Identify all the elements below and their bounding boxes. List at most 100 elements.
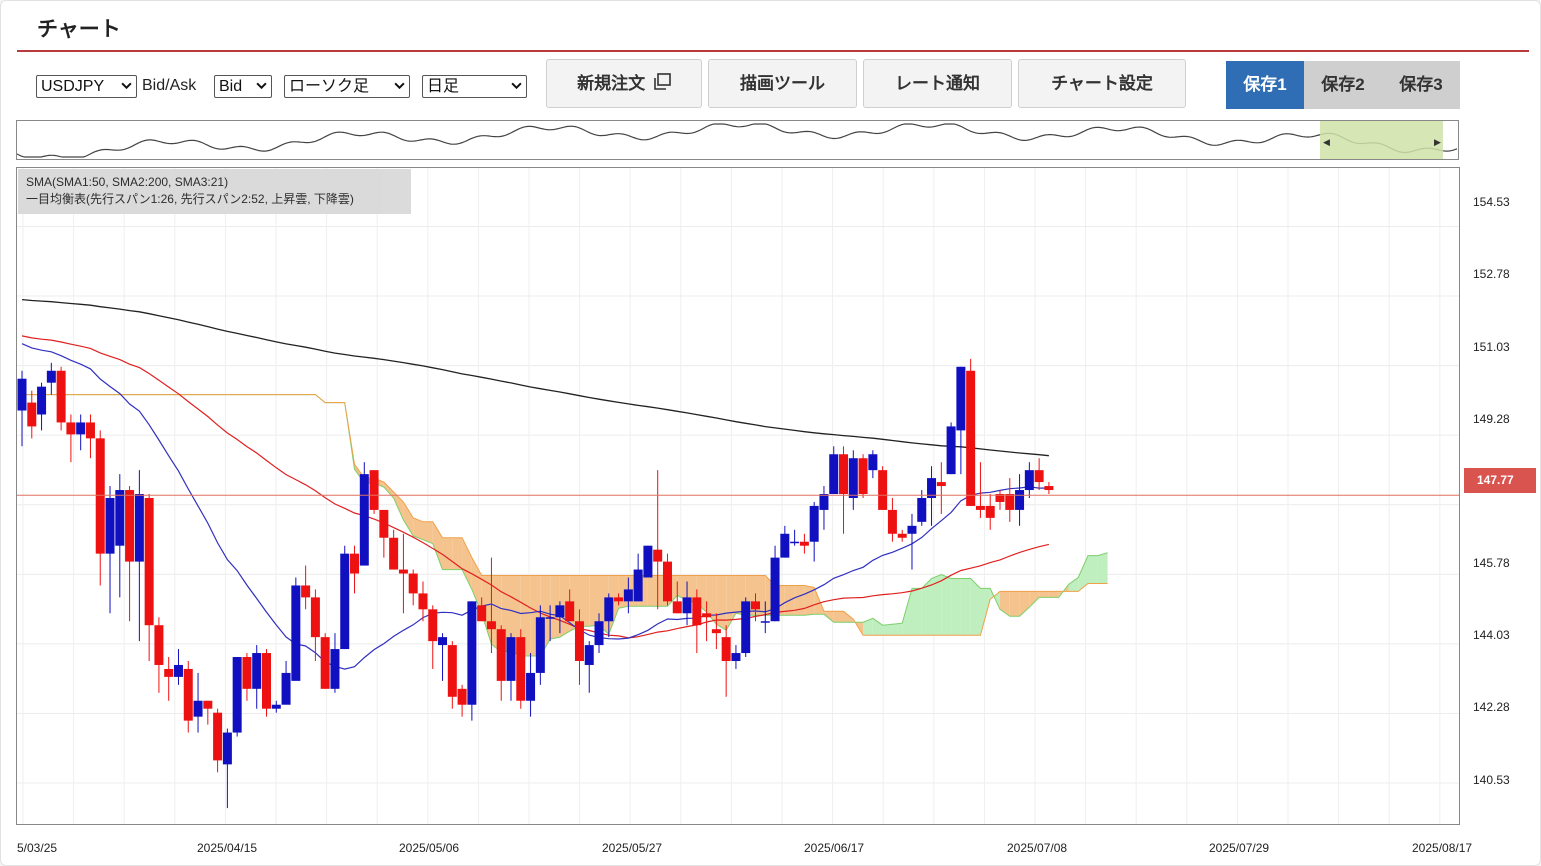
save-tab-3[interactable]: 保存3	[1382, 61, 1460, 109]
candle-body	[320, 637, 330, 689]
candle-body	[741, 601, 751, 654]
candle-body	[721, 637, 731, 661]
bid-ask-select[interactable]: Bid	[214, 75, 272, 98]
ichimoku-cloud	[872, 618, 883, 636]
y-tick-label: 142.28	[1473, 700, 1510, 714]
candle-body	[242, 657, 252, 689]
candle-body	[37, 386, 47, 415]
candle-body	[262, 653, 271, 709]
navigator-window[interactable]	[1320, 121, 1443, 159]
candle-body	[222, 732, 232, 765]
new-order-label: 新規注文	[577, 74, 646, 93]
candle-body	[203, 700, 213, 709]
candle-body	[398, 569, 408, 574]
chevron-down-icon	[511, 82, 522, 90]
candle-body	[829, 454, 839, 495]
candle-body	[252, 653, 262, 689]
candle-body	[653, 549, 663, 562]
candle-body	[809, 505, 819, 542]
ichimoku-cloud	[1048, 591, 1059, 598]
drawing-tools-button[interactable]: 描画ツール	[708, 59, 857, 108]
x-tick-label: 2025/07/08	[1007, 841, 1068, 855]
x-tick-label: 5/03/25	[17, 841, 58, 855]
ichimoku-cloud	[794, 585, 805, 616]
new-order-button[interactable]: 新規注文	[546, 59, 702, 108]
timeframe-select[interactable]: 日足	[422, 75, 527, 98]
ichimoku-cloud	[452, 537, 463, 570]
candle-body	[486, 621, 496, 630]
y-tick-label: 152.78	[1473, 267, 1510, 281]
candle-body	[418, 593, 428, 610]
ichimoku-cloud	[462, 537, 472, 590]
candle-body	[574, 621, 584, 661]
rate-alert-button[interactable]: レート通知	[863, 59, 1012, 108]
ichimoku-cloud	[1078, 555, 1089, 592]
candle-body	[310, 597, 320, 638]
save-tab-1[interactable]: 保存1	[1226, 61, 1304, 109]
candle-body	[17, 378, 27, 411]
ichimoku-cloud	[863, 618, 873, 636]
ichimoku-cloud	[911, 588, 922, 636]
sma-50-line	[21, 335, 1050, 639]
ichimoku-cloud	[882, 624, 893, 636]
candle-body	[780, 533, 790, 558]
candle-body	[907, 525, 917, 534]
nav-right-handle-icon[interactable]: ▶	[1434, 137, 1441, 147]
candle-body	[115, 490, 125, 546]
candle-body	[173, 664, 183, 677]
candle-body	[85, 422, 95, 439]
candlestick-chart	[17, 168, 1459, 824]
candle-body	[594, 621, 604, 646]
ichimoku-cloud	[1097, 552, 1108, 584]
x-tick-label: 2025/04/15	[197, 841, 258, 855]
candle-body	[281, 672, 291, 705]
candle-body	[858, 458, 868, 495]
chevron-down-icon	[394, 82, 405, 90]
sma-200-line	[21, 298, 1049, 457]
candle-body	[975, 505, 985, 510]
ichimoku-cloud	[520, 575, 531, 657]
candle-body	[662, 561, 672, 602]
y-tick-label: 140.53	[1473, 773, 1510, 787]
chart-style-select[interactable]: ローソク足	[284, 75, 410, 98]
candle-body	[623, 589, 633, 602]
bid-ask-label: Bid/Ask	[142, 77, 197, 94]
chart-settings-button[interactable]: チャート設定	[1018, 59, 1186, 108]
candle-body	[878, 470, 888, 510]
candle-body	[379, 509, 389, 538]
ichimoku-cloud	[892, 623, 903, 636]
y-tick-label: 154.53	[1473, 195, 1510, 209]
navigator-chart: ◀ ▶	[17, 121, 1458, 159]
x-tick-label: 2025/08/17	[1412, 841, 1473, 855]
save-tab-2[interactable]: 保存2	[1304, 61, 1382, 109]
candle-body	[565, 601, 575, 622]
ichimoku-cloud	[511, 575, 521, 657]
candle-body	[516, 637, 526, 701]
y-tick-label: 144.03	[1473, 628, 1510, 642]
ichimoku-cloud	[1068, 577, 1079, 592]
x-tick-label: 2025/07/29	[1209, 841, 1270, 855]
nav-left-handle-icon[interactable]: ◀	[1323, 137, 1330, 147]
ichimoku-cloud	[393, 492, 404, 520]
ichimoku-cloud	[843, 611, 854, 623]
candle-body	[1044, 486, 1054, 491]
symbol-value: USDJPY	[41, 78, 105, 95]
candle-body	[868, 454, 878, 471]
chart-area[interactable]	[16, 167, 1460, 825]
candle-body	[897, 533, 907, 538]
candle-body	[917, 497, 927, 522]
navigator-strip[interactable]: ◀ ▶	[16, 120, 1459, 160]
ichimoku-cloud	[687, 575, 697, 604]
candle-body	[682, 597, 692, 614]
candle-body	[604, 597, 614, 622]
candle-body	[956, 366, 966, 431]
x-tick-label: 2025/06/17	[804, 841, 865, 855]
timeframe-value: 日足	[427, 78, 460, 95]
candle-body	[672, 601, 682, 614]
senkou-span-b	[22, 394, 1108, 636]
candle-body	[457, 688, 467, 705]
symbol-select[interactable]: USDJPY	[36, 75, 137, 98]
candle-body	[760, 621, 770, 623]
x-tick-label: 2025/05/06	[399, 841, 460, 855]
